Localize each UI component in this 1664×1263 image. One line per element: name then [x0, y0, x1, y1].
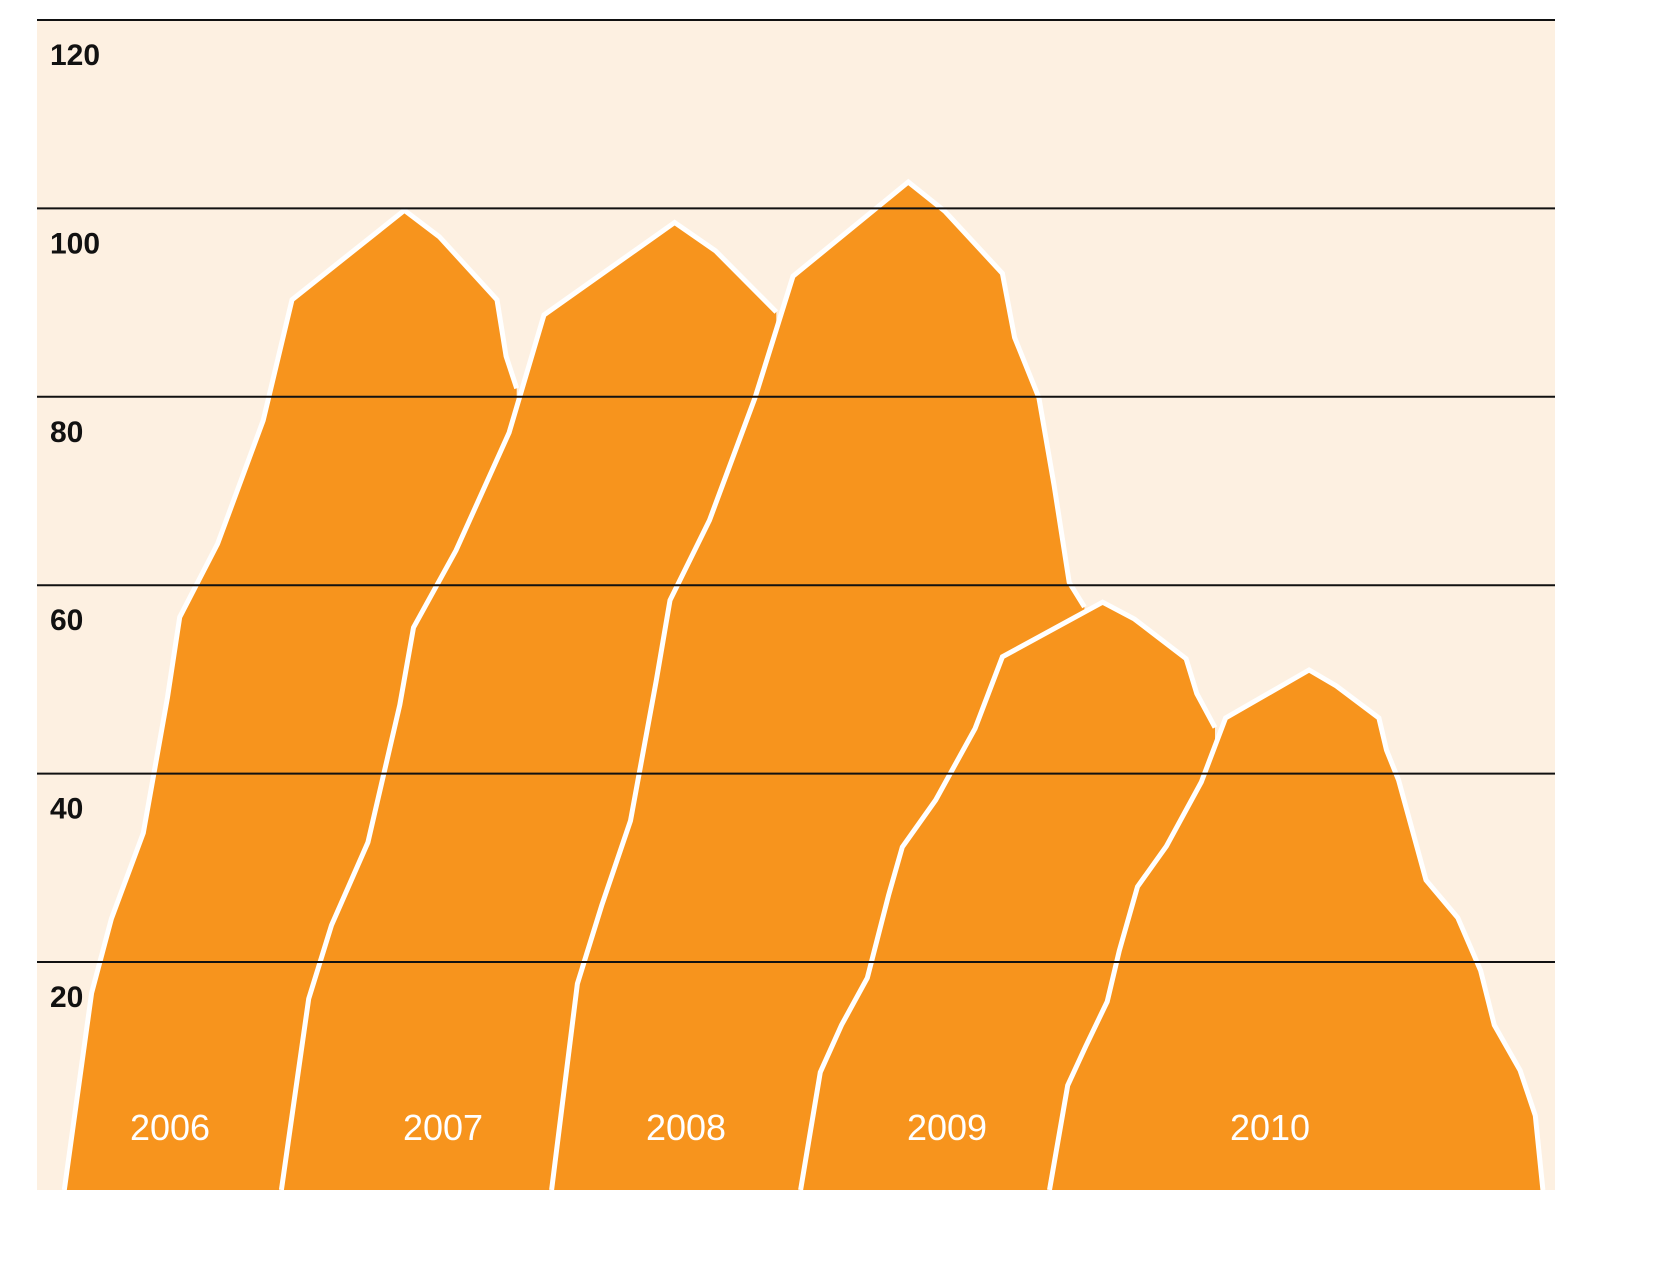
area-outline: [1047, 667, 1546, 1191]
area-outline: [549, 178, 1087, 1191]
y-tick-label: 80: [50, 416, 83, 449]
series-label: 2010: [1230, 1107, 1310, 1148]
y-tick-label: 40: [50, 793, 83, 826]
area-outline: [798, 599, 1218, 1191]
area: [1049, 670, 1543, 1190]
area-outline: [278, 219, 779, 1191]
series-label: 2007: [403, 1107, 483, 1148]
area-outline: [61, 207, 520, 1191]
series-label: 2009: [907, 1107, 987, 1148]
y-tick-label: 20: [50, 981, 83, 1014]
series-label: 2008: [646, 1107, 726, 1148]
y-tick-label: 120: [50, 39, 100, 72]
y-tick-label: 100: [50, 227, 100, 260]
series-label: 2006: [130, 1107, 210, 1148]
y-tick-label: 60: [50, 604, 83, 637]
